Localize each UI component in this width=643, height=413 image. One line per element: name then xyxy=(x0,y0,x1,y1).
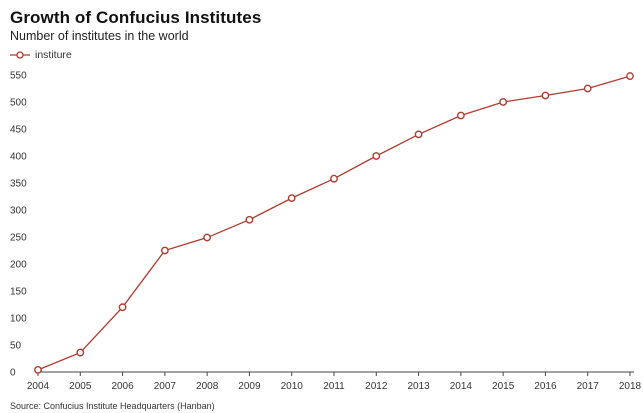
x-tick-label: 2006 xyxy=(111,381,134,392)
y-tick-label: 350 xyxy=(10,179,27,190)
y-tick-label: 150 xyxy=(10,287,27,298)
x-tick-label: 2009 xyxy=(238,381,261,392)
x-tick-label: 2012 xyxy=(365,381,388,392)
y-tick-label: 450 xyxy=(10,125,27,136)
data-point xyxy=(118,303,127,312)
chart-subtitle: Number of institutes in the world xyxy=(10,29,189,43)
y-tick-label: 250 xyxy=(10,233,27,244)
x-tick-label: 2008 xyxy=(196,381,219,392)
x-tick-label: 2018 xyxy=(619,381,642,392)
x-tick-label: 2010 xyxy=(281,381,304,392)
series-line-institure xyxy=(37,75,631,371)
x-tick-label: 2017 xyxy=(577,381,600,392)
x-tick-label: 2007 xyxy=(154,381,177,392)
data-point xyxy=(414,130,423,139)
data-point xyxy=(541,91,550,100)
y-tick-label: 50 xyxy=(10,341,22,352)
data-point xyxy=(626,72,634,80)
data-point xyxy=(203,233,212,242)
y-tick-label: 500 xyxy=(10,98,27,109)
y-tick-label: 300 xyxy=(10,206,27,217)
legend: institure xyxy=(10,49,72,61)
y-tick-label: 100 xyxy=(10,314,27,325)
x-tick-label: 2015 xyxy=(492,381,515,392)
x-tick-label: 2005 xyxy=(69,381,92,392)
y-tick-label: 550 xyxy=(10,71,27,82)
legend-marker-icon xyxy=(10,51,30,59)
data-point xyxy=(499,98,508,106)
data-point xyxy=(245,215,254,224)
data-point xyxy=(287,194,296,203)
legend-label: institure xyxy=(35,49,72,61)
x-tick-label: 2014 xyxy=(450,381,473,392)
x-tick-label: 2004 xyxy=(27,381,50,392)
x-tick-label: 2016 xyxy=(534,381,557,392)
chart-title: Growth of Confucius Institutes xyxy=(10,8,262,27)
data-point xyxy=(330,174,338,183)
data-point xyxy=(372,152,381,160)
line-chart: 0 50 100 150 200 250 300 350 400 450 500 550 2004 200… xyxy=(10,71,642,393)
x-tick-label: 2013 xyxy=(407,381,430,392)
y-tick-label: 200 xyxy=(10,260,27,271)
y-tick-label: 0 xyxy=(10,368,16,379)
y-tick-label: 400 xyxy=(10,152,27,163)
data-point xyxy=(160,246,169,255)
data-point xyxy=(456,111,465,120)
data-point xyxy=(34,365,42,374)
x-tick-label: 2011 xyxy=(323,381,345,392)
source-note: Source: Confucius Institute Headquarters… xyxy=(10,401,215,411)
data-point xyxy=(583,84,592,93)
data-point xyxy=(76,348,85,357)
